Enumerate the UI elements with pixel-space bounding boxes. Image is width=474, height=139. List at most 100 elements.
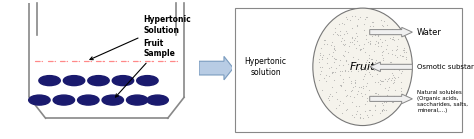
- Point: [354, 18, 362, 20]
- Point: [322, 80, 330, 82]
- Point: [394, 38, 402, 40]
- Point: [371, 81, 379, 83]
- Point: [363, 67, 371, 70]
- Point: [372, 40, 380, 42]
- Point: [316, 52, 324, 54]
- Point: [384, 78, 392, 80]
- Point: [336, 74, 343, 76]
- Point: [335, 23, 343, 25]
- Point: [346, 41, 354, 43]
- Point: [377, 45, 385, 47]
- Point: [381, 38, 389, 41]
- Point: [372, 34, 379, 36]
- Point: [376, 79, 383, 81]
- Point: [339, 54, 346, 56]
- Point: [365, 71, 373, 74]
- Point: [325, 75, 333, 77]
- Point: [355, 105, 363, 107]
- Point: [384, 98, 392, 101]
- Text: Fruit: Fruit: [350, 62, 375, 72]
- Point: [389, 33, 396, 35]
- Point: [336, 33, 344, 36]
- Point: [347, 90, 355, 92]
- Text: Natural solubles
(Organic acids,
saccharides, salts,
mineral,...): Natural solubles (Organic acids, sacchar…: [417, 90, 468, 113]
- Point: [371, 61, 379, 63]
- Point: [378, 80, 386, 82]
- Point: [371, 43, 379, 45]
- Text: Fruit
Sample: Fruit Sample: [116, 39, 175, 97]
- Point: [401, 51, 408, 53]
- Point: [318, 56, 326, 59]
- Point: [350, 39, 358, 41]
- Point: [348, 101, 356, 103]
- Point: [359, 85, 366, 88]
- Point: [395, 69, 403, 71]
- Point: [318, 58, 325, 60]
- Point: [325, 97, 332, 99]
- Point: [337, 84, 345, 86]
- Point: [330, 79, 337, 81]
- Point: [340, 23, 347, 26]
- Point: [359, 117, 366, 119]
- Point: [379, 102, 386, 104]
- Point: [378, 24, 386, 26]
- Ellipse shape: [137, 76, 158, 86]
- Point: [361, 103, 369, 106]
- Point: [393, 48, 401, 50]
- Point: [328, 41, 336, 44]
- Point: [384, 89, 392, 91]
- Point: [389, 36, 396, 39]
- Point: [321, 39, 328, 41]
- Point: [397, 72, 405, 74]
- Point: [378, 109, 386, 111]
- Point: [376, 111, 383, 114]
- Point: [366, 73, 374, 75]
- Point: [343, 94, 351, 96]
- Point: [354, 68, 361, 70]
- Point: [388, 72, 396, 74]
- Point: [356, 67, 364, 69]
- Point: [349, 85, 357, 88]
- Point: [359, 47, 367, 49]
- Point: [341, 70, 348, 72]
- Point: [363, 69, 370, 71]
- Point: [320, 43, 328, 45]
- Point: [384, 52, 392, 54]
- Point: [389, 38, 396, 41]
- Point: [364, 59, 371, 61]
- Point: [335, 64, 343, 66]
- Point: [364, 40, 372, 43]
- Ellipse shape: [39, 76, 60, 86]
- Point: [372, 96, 379, 99]
- Point: [382, 77, 389, 80]
- Point: [348, 27, 356, 29]
- Point: [352, 105, 360, 107]
- Point: [328, 55, 336, 57]
- Point: [317, 70, 325, 72]
- Point: [374, 80, 382, 83]
- Point: [400, 49, 407, 52]
- Point: [396, 54, 403, 56]
- Point: [342, 29, 350, 32]
- Point: [390, 81, 398, 83]
- Point: [352, 79, 359, 81]
- Point: [393, 44, 401, 47]
- Ellipse shape: [53, 95, 74, 105]
- Point: [366, 25, 374, 27]
- Point: [394, 98, 401, 100]
- FancyArrow shape: [370, 94, 412, 104]
- Point: [336, 30, 344, 32]
- Point: [385, 85, 392, 88]
- Point: [383, 23, 391, 26]
- Point: [362, 16, 370, 18]
- Point: [338, 37, 346, 39]
- Point: [353, 25, 360, 27]
- Point: [397, 90, 404, 92]
- Point: [316, 79, 323, 82]
- Point: [330, 45, 338, 48]
- Point: [366, 98, 374, 100]
- Point: [339, 77, 347, 80]
- Point: [336, 104, 343, 106]
- Point: [352, 46, 360, 49]
- Point: [350, 95, 357, 98]
